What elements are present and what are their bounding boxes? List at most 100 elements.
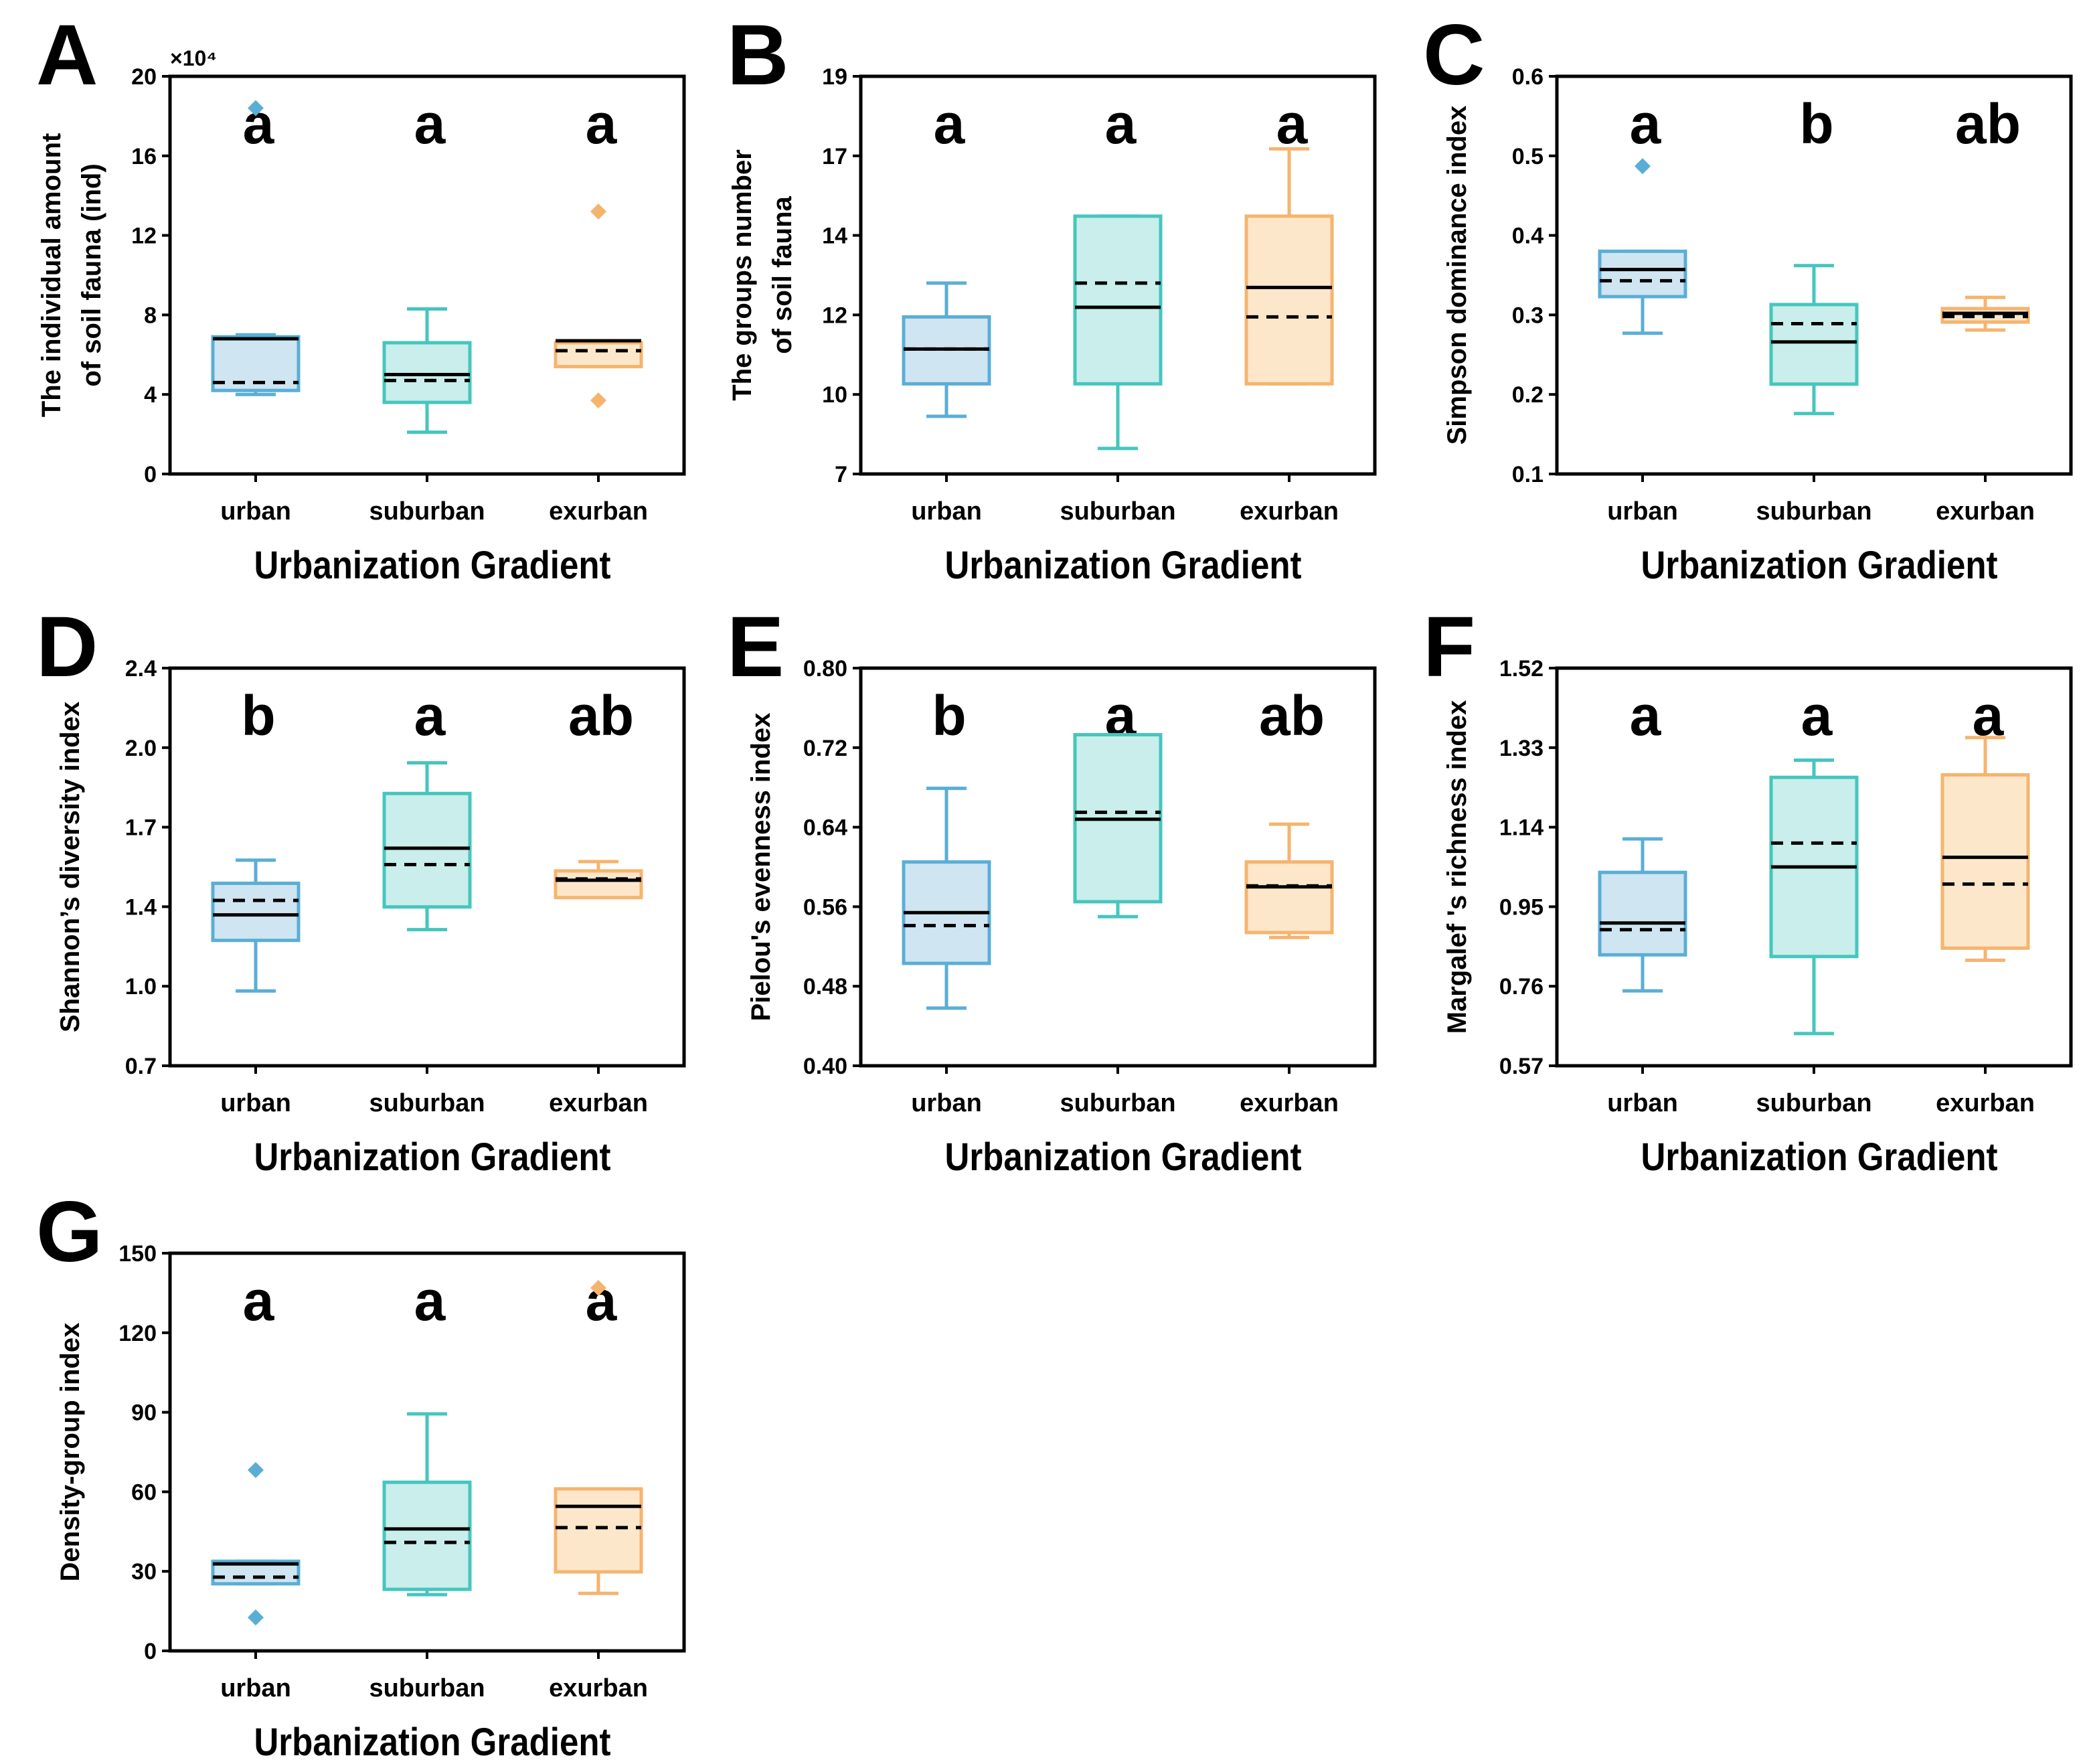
outlier bbox=[590, 392, 606, 409]
x-tick-label: suburban bbox=[1060, 497, 1175, 526]
plot-frame bbox=[168, 74, 686, 476]
outlier bbox=[248, 1609, 264, 1626]
y-axis-label: The individual amount bbox=[37, 133, 66, 417]
y-axis-label: Pielou's evenness index bbox=[746, 713, 776, 1022]
y-tick-label: 0.5 bbox=[1512, 144, 1544, 169]
y-tick-label: 17 bbox=[822, 144, 847, 169]
x-axis-label: Urbanization Gradient bbox=[254, 1135, 610, 1179]
y-tick-label: 0.7 bbox=[125, 1054, 157, 1079]
significance-letter: a bbox=[243, 1269, 275, 1332]
x-tick-label: urban bbox=[220, 1674, 291, 1702]
significance-letter: ab bbox=[1259, 684, 1325, 747]
x-tick-label: suburban bbox=[369, 497, 485, 526]
plot-frame bbox=[168, 666, 686, 1068]
plot-frame bbox=[1555, 74, 2073, 476]
y-tick-label: 1.33 bbox=[1499, 736, 1544, 761]
y-tick-label: 0.40 bbox=[803, 1054, 847, 1079]
y-tick-label: 4 bbox=[144, 382, 157, 408]
box bbox=[1940, 773, 2030, 950]
significance-letter: ab bbox=[1955, 92, 2021, 155]
box bbox=[211, 881, 301, 943]
y-axis-label: of soil fauna (ind) bbox=[77, 163, 106, 386]
significance-letter: a bbox=[586, 92, 618, 155]
x-axis-label: Urbanization Gradient bbox=[254, 544, 610, 587]
box bbox=[382, 1480, 472, 1591]
y-tick-label: 19 bbox=[822, 64, 847, 90]
x-axis-label: Urbanization Gradient bbox=[944, 544, 1301, 587]
panel: B 7 10 12 14 17 19 The groups number of soil fau… bbox=[727, 7, 1377, 587]
panel-letter: A bbox=[36, 7, 98, 103]
x-tick-label: exurban bbox=[549, 1674, 648, 1702]
panel: C 0.1 0.2 0.3 0.4 0.5 0.6 Simpson dominance ind… bbox=[1423, 7, 2073, 587]
x-tick-label: urban bbox=[911, 1089, 982, 1117]
y-tick-label: 1.7 bbox=[125, 815, 157, 841]
significance-letter: b bbox=[1799, 92, 1833, 155]
x-tick-label: urban bbox=[911, 497, 982, 526]
y-tick-label: 0.6 bbox=[1512, 64, 1544, 90]
y-tick-label: 1.52 bbox=[1499, 656, 1544, 681]
x-axis-label: Urbanization Gradient bbox=[1641, 1135, 1997, 1179]
x-axis-label: Urbanization Gradient bbox=[254, 1720, 610, 1764]
x-tick-label: urban bbox=[1607, 1089, 1678, 1117]
box bbox=[382, 341, 472, 404]
box bbox=[554, 341, 643, 369]
y-tick-label: 60 bbox=[131, 1479, 157, 1505]
box bbox=[1244, 214, 1334, 386]
x-tick-label: exurban bbox=[1240, 497, 1339, 526]
y-tick-label: 150 bbox=[118, 1241, 157, 1267]
panel-letter: D bbox=[36, 599, 98, 695]
panel-letter: B bbox=[727, 7, 788, 103]
box bbox=[1598, 249, 1687, 299]
x-axis-label: Urbanization Gradient bbox=[1641, 544, 1997, 587]
box bbox=[1769, 303, 1859, 386]
significance-letter: a bbox=[1105, 92, 1137, 155]
y-multiplier: ×10⁴ bbox=[170, 46, 217, 70]
panel-letter: G bbox=[36, 1184, 103, 1280]
x-tick-label: urban bbox=[1607, 497, 1678, 526]
y-axis-label: Shannon’s diversity index bbox=[56, 702, 85, 1032]
y-tick-label: 16 bbox=[131, 144, 157, 169]
x-tick-label: exurban bbox=[1936, 497, 2035, 526]
panel: G 0 30 60 90 120 150 Density-group index Urbaniz… bbox=[36, 1184, 686, 1764]
y-tick-label: 0.1 bbox=[1512, 462, 1544, 487]
significance-letter: a bbox=[1276, 92, 1309, 155]
y-tick-label: 0.64 bbox=[803, 815, 847, 841]
y-tick-label: 10 bbox=[822, 382, 847, 408]
panel-letter: C bbox=[1423, 7, 1485, 103]
y-tick-label: 1.14 bbox=[1499, 815, 1544, 841]
y-tick-label: 0 bbox=[144, 462, 157, 487]
x-tick-label: exurban bbox=[1936, 1089, 2035, 1117]
y-tick-label: 0.72 bbox=[803, 736, 847, 761]
y-tick-label: 1.0 bbox=[125, 974, 157, 999]
outlier bbox=[590, 203, 606, 220]
y-tick-label: 7 bbox=[835, 462, 847, 487]
y-tick-label: 0.3 bbox=[1512, 303, 1544, 328]
y-tick-label: 0.4 bbox=[1512, 224, 1544, 249]
plot-frame bbox=[168, 1251, 686, 1653]
y-axis-label: The groups number bbox=[728, 149, 757, 401]
outlier bbox=[248, 100, 264, 116]
plot-frame bbox=[1555, 666, 2073, 1068]
x-tick-label: urban bbox=[220, 497, 291, 526]
significance-letter: ab bbox=[568, 684, 634, 747]
significance-letter: a bbox=[243, 92, 275, 155]
y-tick-label: 90 bbox=[131, 1400, 157, 1426]
panel: A 0 4 8 12 16 20 ×10⁴ The individual amount of so… bbox=[36, 7, 686, 587]
y-tick-label: 0.76 bbox=[1499, 974, 1544, 999]
y-tick-label: 0.80 bbox=[803, 656, 847, 681]
x-tick-label: suburban bbox=[369, 1089, 485, 1117]
box bbox=[1244, 860, 1334, 935]
significance-letter: a bbox=[1630, 684, 1662, 747]
box bbox=[1598, 870, 1687, 957]
y-tick-label: 0.57 bbox=[1499, 1054, 1544, 1079]
x-tick-label: exurban bbox=[1240, 1089, 1339, 1117]
outlier bbox=[248, 1461, 264, 1478]
box bbox=[382, 791, 472, 909]
x-tick-label: suburban bbox=[1756, 1089, 1871, 1117]
y-tick-label: 12 bbox=[131, 224, 157, 249]
y-tick-label: 1.4 bbox=[125, 894, 157, 920]
y-tick-label: 12 bbox=[822, 303, 847, 328]
y-tick-label: 2.0 bbox=[125, 736, 157, 761]
plot-frame bbox=[859, 74, 1377, 476]
